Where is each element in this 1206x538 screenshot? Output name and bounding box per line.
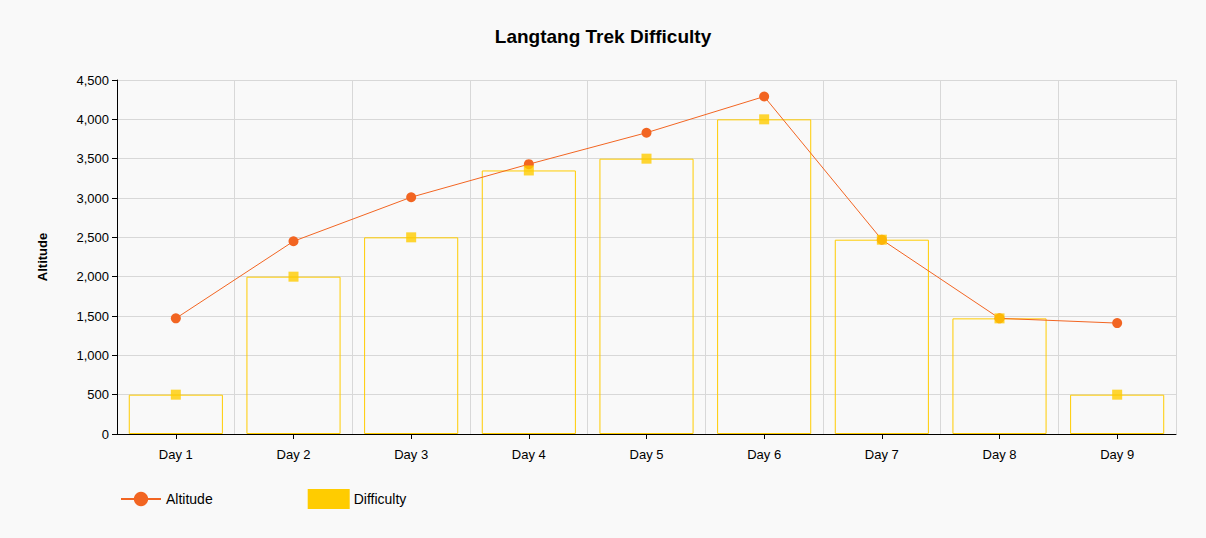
- svg-text:500: 500: [87, 387, 109, 402]
- svg-text:1,500: 1,500: [76, 309, 109, 324]
- svg-text:2,000: 2,000: [76, 269, 109, 284]
- svg-text:1,000: 1,000: [76, 348, 109, 363]
- svg-text:3,500: 3,500: [76, 151, 109, 166]
- svg-text:Day 6: Day 6: [747, 447, 781, 462]
- svg-text:Day 2: Day 2: [277, 447, 311, 462]
- svg-text:4,500: 4,500: [76, 73, 109, 88]
- svg-text:2,500: 2,500: [76, 230, 109, 245]
- svg-text:Altitude: Altitude: [166, 491, 213, 507]
- svg-text:Altitude: Altitude: [35, 233, 50, 281]
- svg-text:Day 8: Day 8: [983, 447, 1017, 462]
- svg-text:3,000: 3,000: [76, 191, 109, 206]
- svg-text:Difficulty: Difficulty: [354, 491, 407, 507]
- svg-text:Day 7: Day 7: [865, 447, 899, 462]
- svg-text:0: 0: [102, 427, 109, 442]
- svg-text:4,000: 4,000: [76, 112, 109, 127]
- svg-text:Day 4: Day 4: [512, 447, 546, 462]
- svg-text:Day 3: Day 3: [394, 447, 428, 462]
- svg-text:Day 5: Day 5: [630, 447, 664, 462]
- svg-text:Day 1: Day 1: [159, 447, 193, 462]
- svg-text:Day 9: Day 9: [1100, 447, 1134, 462]
- svg-text:Langtang Trek Difficulty: Langtang Trek Difficulty: [495, 26, 712, 47]
